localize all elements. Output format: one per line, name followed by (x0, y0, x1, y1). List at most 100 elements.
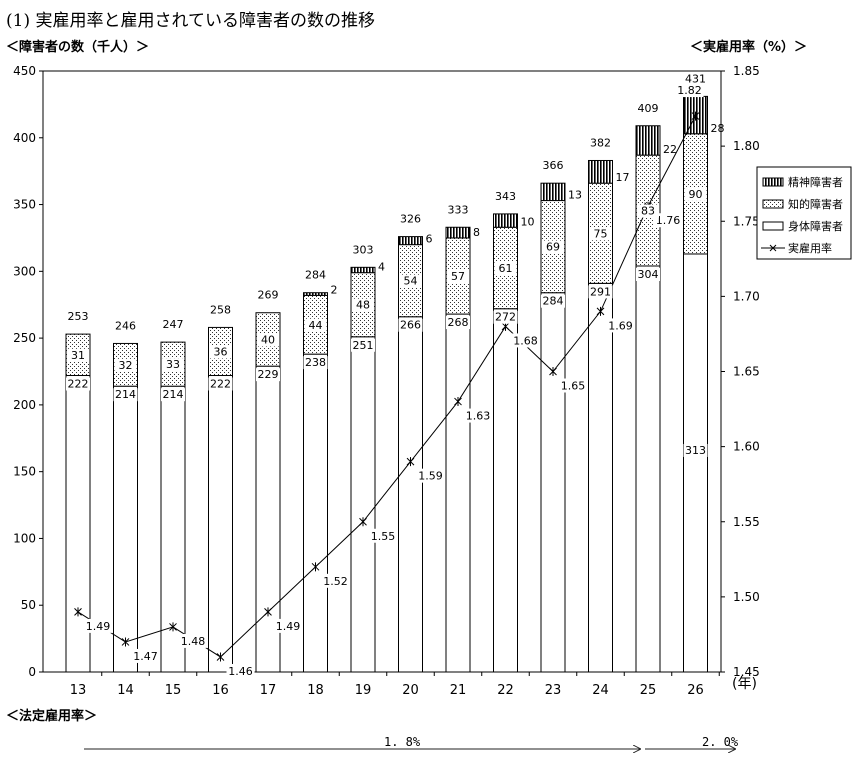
y-tick-label: 0 (28, 665, 36, 679)
bar-mental (635, 125, 661, 156)
body-label-bg (161, 388, 185, 402)
body-label-bg (588, 285, 613, 299)
intellectual-label: 40 (261, 333, 275, 346)
right-axis-title: ＜実雇用率（%）＞ (690, 40, 808, 55)
y-tick-label: 50 (21, 598, 36, 612)
intellectual-label: 48 (356, 299, 370, 312)
body-label: 313 (685, 444, 706, 457)
intellectual-label-bg (304, 318, 327, 332)
intellectual-label: 32 (119, 359, 133, 372)
mental-label: 17 (616, 171, 630, 184)
mental-label: 13 (568, 189, 582, 202)
intellectual-label-bg (352, 298, 374, 312)
intellectual-label: 75 (594, 227, 608, 240)
mental-label: 6 (426, 233, 433, 246)
legend-label: 実雇用率 (788, 241, 832, 255)
mental-label: 28 (711, 122, 725, 135)
body-label: 272 (495, 311, 516, 324)
bar-mental (350, 266, 376, 274)
x-tick-label: 19 (355, 683, 372, 698)
rate-label: 1.49 (86, 620, 111, 633)
mental-label: 4 (378, 261, 385, 274)
intellectual-label: 83 (641, 205, 655, 218)
legend-swatch-intellectual (762, 199, 784, 209)
y2-tick-label: 1.85 (733, 64, 760, 78)
rate-label-bg (321, 573, 350, 588)
rate-label-bg (226, 663, 255, 678)
total-label: 258 (210, 303, 231, 316)
intellectual-label: 44 (309, 319, 323, 332)
bar-body (635, 265, 661, 673)
x-tick-label: 16 (212, 683, 229, 698)
y-tick-label: 450 (13, 64, 36, 78)
y2-tick-label: 1.75 (733, 214, 760, 228)
x-tick-label: 21 (450, 683, 467, 698)
body-label-bg (398, 318, 423, 332)
body-label-bg (66, 377, 90, 391)
body-label: 214 (163, 388, 184, 401)
rate-label: 1.65 (561, 380, 586, 393)
rate-point (406, 457, 415, 467)
rate-point (264, 607, 272, 617)
intellectual-label-bg (67, 348, 89, 362)
intellectual-label: 54 (404, 275, 418, 288)
body-label-bg (256, 368, 280, 382)
legend-swatch-marker (769, 244, 777, 252)
rate-label-bg (84, 618, 112, 633)
total-label: 284 (305, 269, 326, 282)
y-tick-label: 100 (13, 531, 36, 545)
intellectual-label-bg (542, 240, 564, 254)
bar-body (398, 316, 423, 673)
intellectual-label-bg (589, 227, 612, 241)
intellectual-label: 90 (689, 188, 703, 201)
body-label: 251 (353, 339, 374, 352)
left-axis-title: ＜障害者の数（千人）＞ (6, 40, 150, 55)
total-label: 246 (115, 319, 136, 332)
x-tick-label: 18 (307, 683, 324, 698)
bar-mental (303, 292, 328, 296)
x-tick-label: 14 (117, 683, 134, 698)
intellectual-label: 69 (546, 241, 560, 254)
x-unit-label: (年) (732, 676, 757, 692)
rate-label-bg (675, 83, 704, 98)
body-label: 304 (638, 268, 659, 281)
rate-point (216, 652, 225, 662)
intellectual-label-bg (684, 187, 707, 201)
y-tick-label: 400 (13, 131, 36, 145)
bar-body (445, 313, 471, 673)
legal-rate-title: ＜法定雇用率＞ (6, 709, 98, 724)
body-label: 214 (115, 388, 136, 401)
total-label: 326 (400, 213, 421, 226)
bar-mental (398, 236, 423, 246)
x-tick-label: 26 (687, 683, 704, 698)
rate-label-bg (274, 618, 302, 633)
body-label-bg (636, 267, 660, 281)
y-tick-label: 350 (13, 198, 36, 212)
y2-tick-label: 1.55 (733, 515, 760, 529)
rate-label: 1.63 (466, 410, 491, 423)
bar-mental (493, 213, 518, 228)
intellectual-label-bg (494, 261, 517, 275)
rate-label: 1.48 (181, 635, 206, 648)
total-label: 343 (495, 190, 516, 203)
bar-body (113, 385, 138, 673)
bar-body (208, 375, 233, 673)
total-label: 409 (638, 102, 659, 115)
x-tick-label: 17 (260, 683, 277, 698)
legal-rate-label-1: 1. 8% (384, 735, 421, 749)
body-label: 291 (590, 285, 611, 298)
y2-tick-label: 1.60 (733, 440, 760, 454)
y2-tick-label: 1.70 (733, 289, 760, 303)
mental-label: 2 (331, 283, 338, 296)
body-label: 266 (400, 319, 421, 332)
rate-label-bg (654, 213, 682, 228)
body-label: 238 (305, 356, 326, 369)
rate-label-bg (416, 468, 445, 483)
rate-label: 1.76 (656, 214, 681, 227)
plot-frame (42, 70, 722, 673)
bar-mental (540, 182, 566, 202)
rate-line (77, 115, 696, 658)
legend-label: 知的障害者 (788, 197, 843, 211)
rate-label-bg (606, 318, 635, 333)
